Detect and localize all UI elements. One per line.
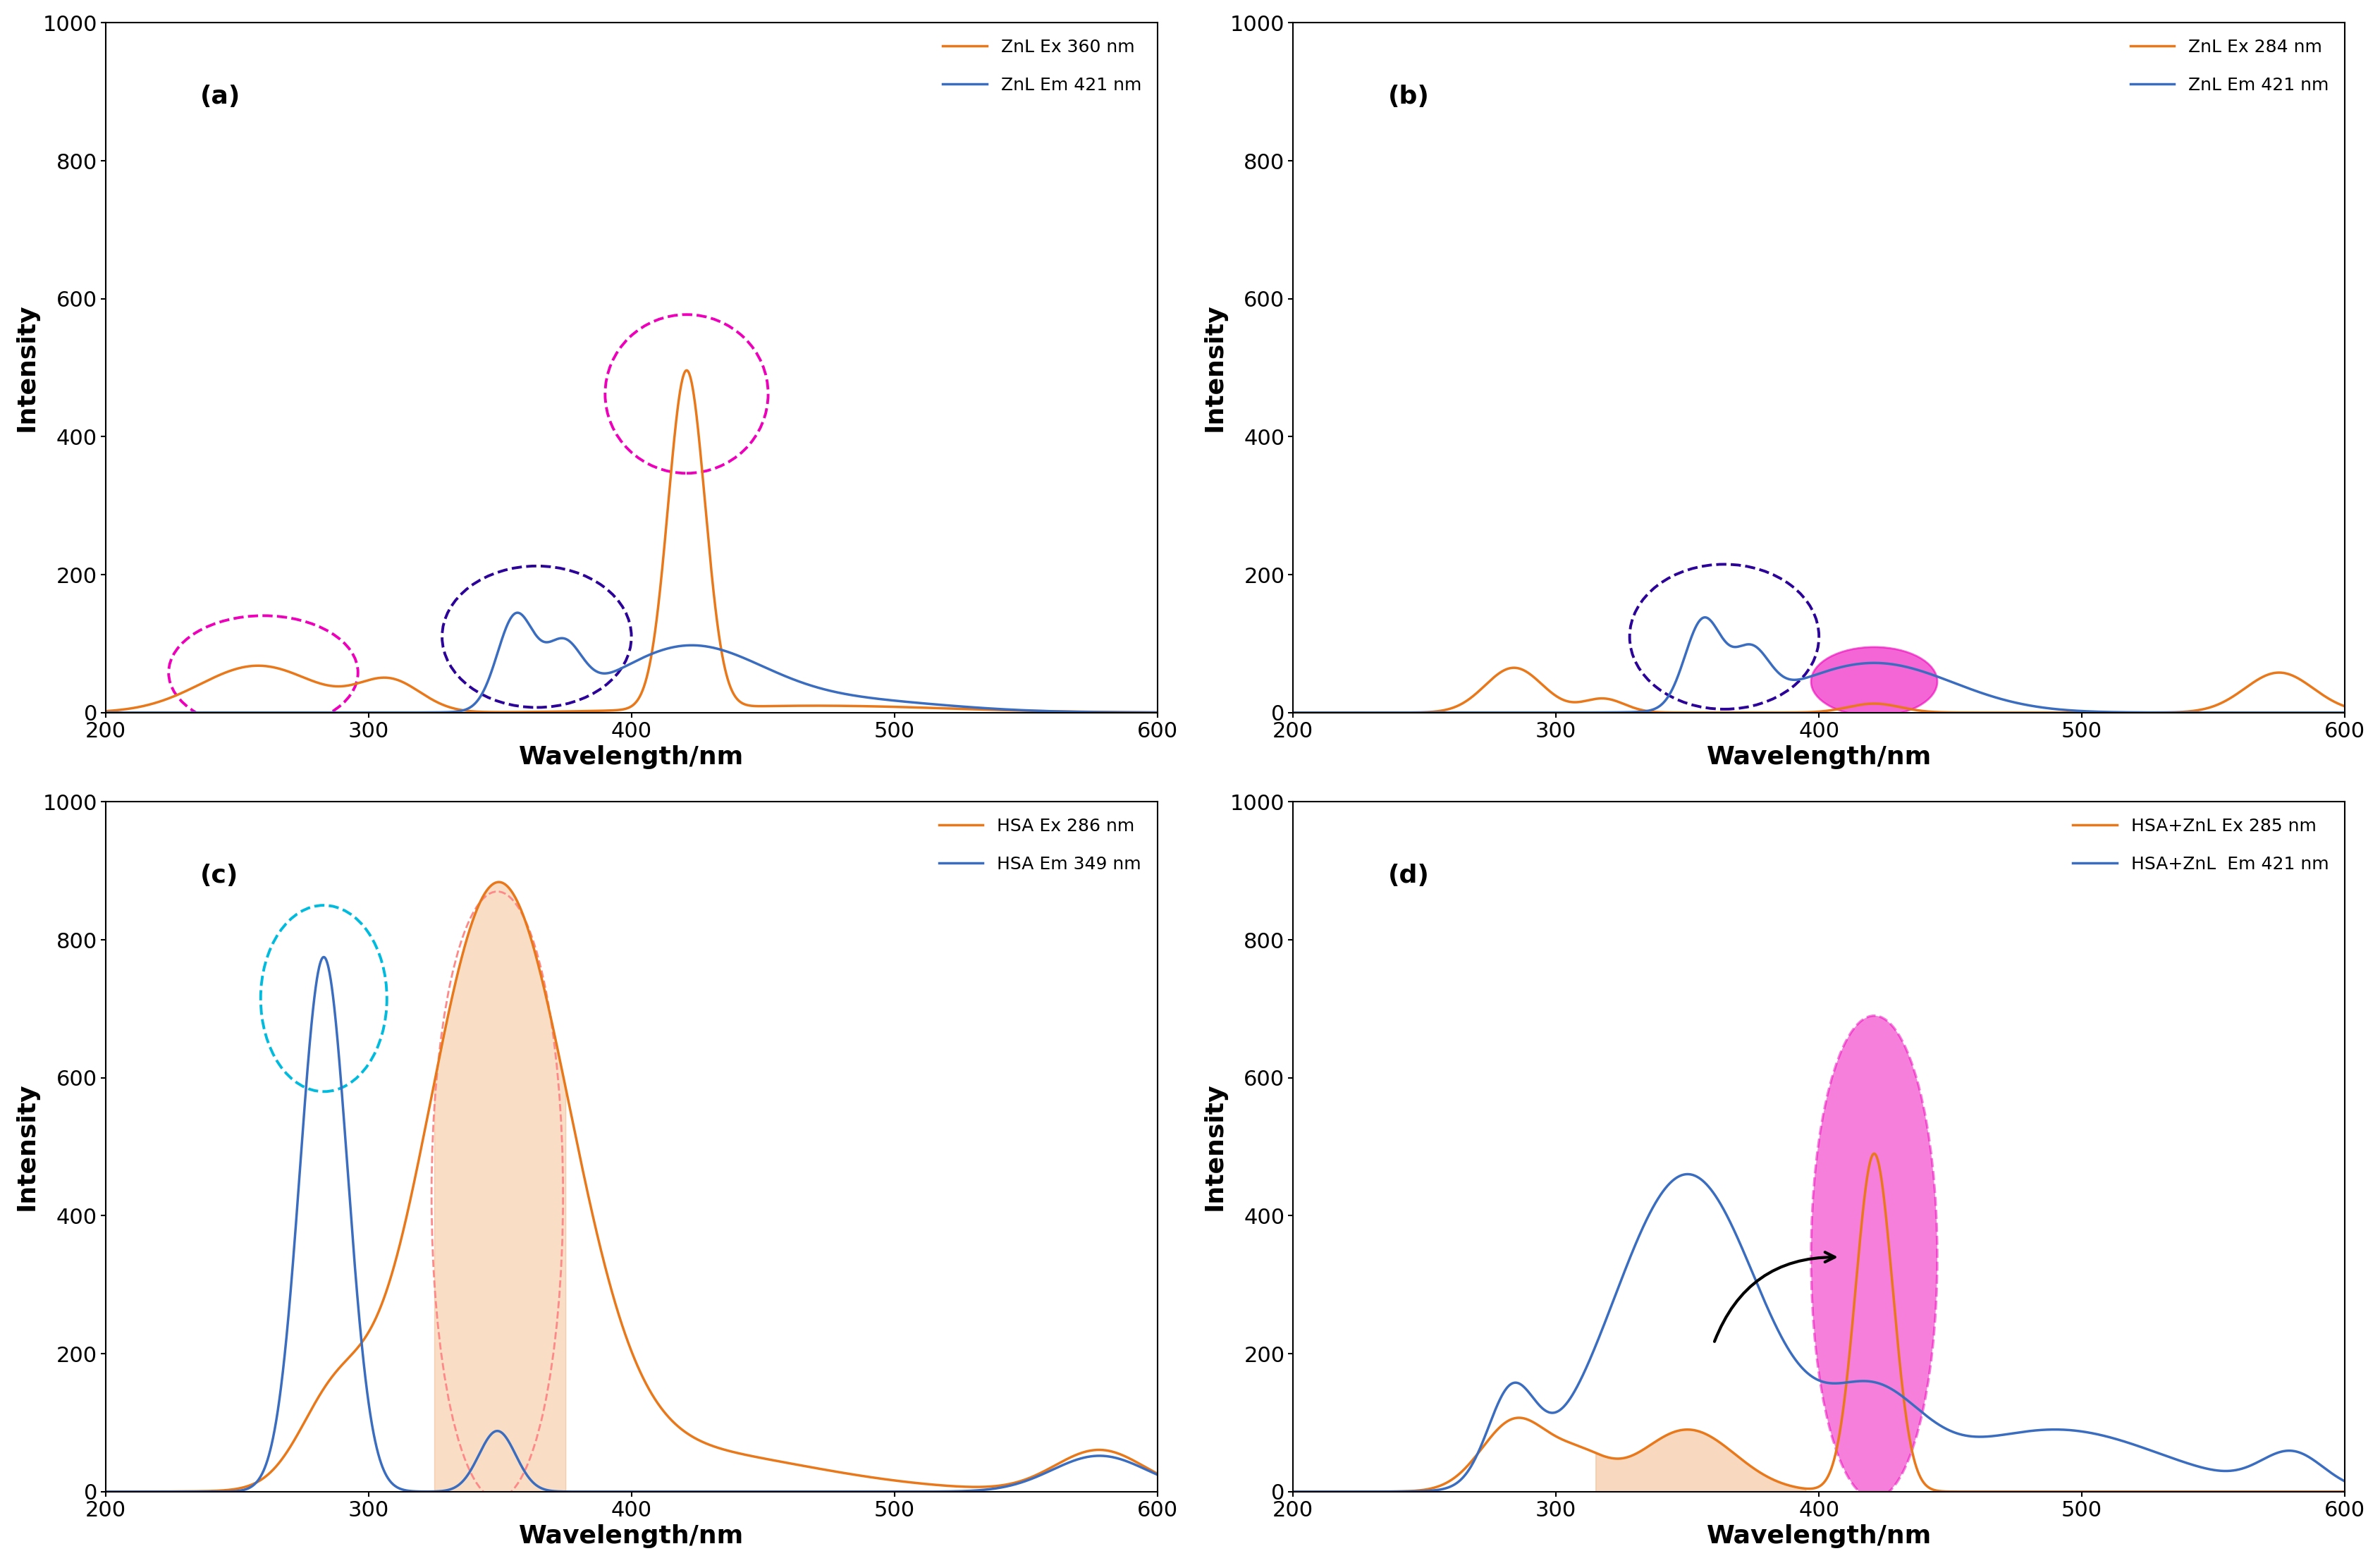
Y-axis label: Intensity: Intensity — [14, 303, 38, 431]
Y-axis label: Intensity: Intensity — [1202, 303, 1226, 431]
X-axis label: Wavelength/nm: Wavelength/nm — [519, 746, 745, 769]
Legend: HSA Ex 286 nm, HSA Em 349 nm: HSA Ex 286 nm, HSA Em 349 nm — [933, 811, 1150, 880]
X-axis label: Wavelength/nm: Wavelength/nm — [1706, 1524, 1933, 1549]
X-axis label: Wavelength/nm: Wavelength/nm — [1706, 746, 1933, 769]
Y-axis label: Intensity: Intensity — [14, 1083, 38, 1211]
Ellipse shape — [1811, 647, 1937, 716]
Text: (a): (a) — [200, 84, 240, 109]
X-axis label: Wavelength/nm: Wavelength/nm — [519, 1524, 745, 1549]
Ellipse shape — [1811, 1016, 1937, 1499]
Text: (d): (d) — [1388, 864, 1430, 888]
Legend: ZnL Ex 284 nm, ZnL Em 421 nm: ZnL Ex 284 nm, ZnL Em 421 nm — [2123, 31, 2337, 100]
Y-axis label: Intensity: Intensity — [1202, 1083, 1226, 1211]
Text: (b): (b) — [1388, 84, 1430, 109]
Legend: ZnL Ex 360 nm, ZnL Em 421 nm: ZnL Ex 360 nm, ZnL Em 421 nm — [935, 31, 1150, 100]
Legend: HSA+ZnL Ex 285 nm, HSA+ZnL  Em 421 nm: HSA+ZnL Ex 285 nm, HSA+ZnL Em 421 nm — [2066, 811, 2337, 880]
Text: (c): (c) — [200, 864, 238, 888]
